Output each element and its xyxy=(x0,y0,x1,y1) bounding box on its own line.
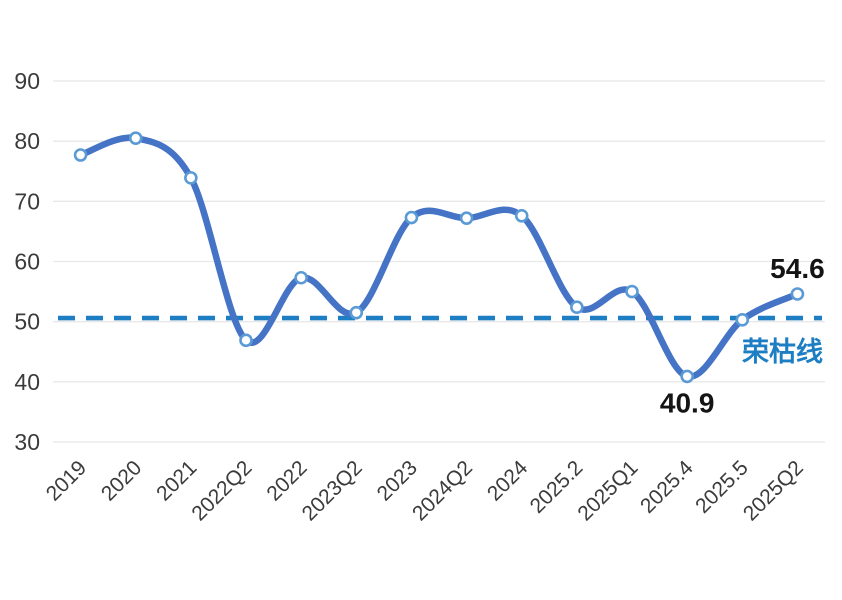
y-axis-tick-label: 90 xyxy=(14,68,40,94)
data-point-marker xyxy=(184,171,198,185)
reference-line-label: 荣枯线 xyxy=(742,337,823,367)
x-axis-tick-label: 2022 xyxy=(262,456,311,505)
y-axis-tick-label: 30 xyxy=(14,429,40,455)
data-point-marker xyxy=(570,300,584,315)
y-axis-tick-label: 50 xyxy=(14,309,40,335)
y-axis-tick-label: 70 xyxy=(14,188,40,214)
x-axis-tick-label: 2025.4 xyxy=(636,456,698,518)
data-point-marker xyxy=(459,211,474,225)
series-line xyxy=(77,134,801,380)
data-point-marker xyxy=(735,313,750,327)
data-point-marker xyxy=(404,210,419,225)
data-point-marker xyxy=(349,305,364,320)
x-axis-tick-label: 2019 xyxy=(42,456,91,505)
data-point-marker xyxy=(680,369,694,384)
x-axis-tick-label: 2025Q2 xyxy=(739,456,808,525)
data-point-marker xyxy=(128,131,143,145)
data-label: 54.6 xyxy=(770,253,825,284)
x-axis-tick-label: 2025Q1 xyxy=(573,456,642,525)
x-axis-tick-label: 2024 xyxy=(483,456,533,506)
data-point-marker xyxy=(294,270,308,285)
x-axis-tick-label: 2023 xyxy=(373,456,422,505)
data-label: 40.9 xyxy=(660,387,715,418)
y-axis-tick-label: 80 xyxy=(14,128,40,154)
y-axis-tick-label: 60 xyxy=(14,249,40,275)
data-point-marker xyxy=(514,208,529,223)
y-axis-tick-label: 40 xyxy=(14,369,40,395)
data-point-marker xyxy=(790,287,805,301)
x-axis-tick-label: 2023Q2 xyxy=(298,456,367,525)
data-point-marker xyxy=(239,333,253,348)
x-axis-tick-label: 2024Q2 xyxy=(408,456,477,525)
x-axis-tick-label: 2022Q2 xyxy=(187,456,256,525)
x-axis-tick-label: 2021 xyxy=(152,456,201,505)
x-axis-tick-label: 2020 xyxy=(97,456,146,505)
data-point-marker xyxy=(625,284,639,299)
data-point-marker xyxy=(73,148,88,162)
